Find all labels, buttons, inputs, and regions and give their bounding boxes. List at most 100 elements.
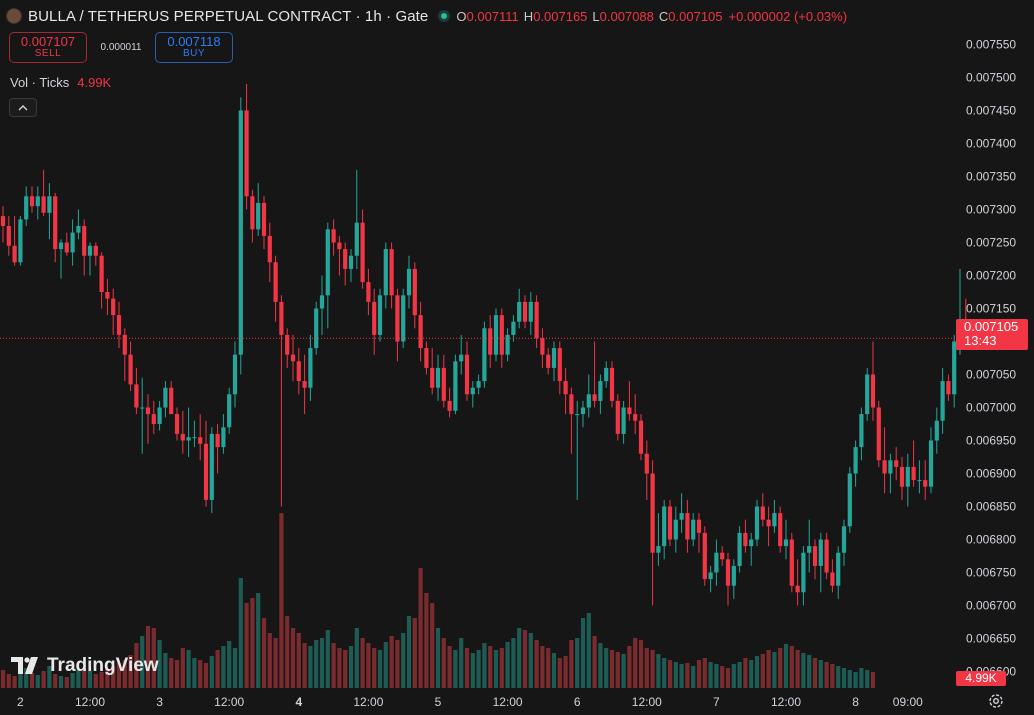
volume-bar — [227, 641, 232, 688]
volume-bar — [598, 643, 603, 688]
time-tick-label: 12:00 — [353, 695, 383, 709]
volume-bar — [163, 653, 168, 688]
volume-bar — [256, 593, 261, 688]
volume-bar — [621, 654, 626, 688]
volume-bar — [24, 668, 29, 688]
volume-bar — [592, 636, 597, 688]
volume-bar — [389, 636, 394, 688]
candle-body — [412, 268, 417, 316]
volume-bar — [209, 656, 214, 688]
candle-body — [99, 255, 104, 292]
volume-bar — [708, 662, 713, 688]
candle-body — [609, 367, 615, 401]
candle-body — [180, 433, 185, 441]
candle-body — [824, 539, 829, 573]
candle-body — [720, 552, 725, 560]
volume-bar — [534, 640, 539, 688]
volume-legend[interactable]: Vol · Ticks 4.99K — [10, 75, 112, 90]
volume-bar — [157, 640, 162, 688]
time-tick-label: 7 — [713, 695, 720, 709]
time-tick-label: 2 — [17, 695, 24, 709]
volume-bar — [783, 644, 789, 688]
candle-body — [435, 367, 441, 388]
candle-body — [337, 242, 342, 250]
collapse-legend-button[interactable] — [9, 98, 37, 117]
volume-bar — [203, 663, 209, 688]
price-tick-label: 0.006700 — [966, 599, 1016, 613]
candle-body — [476, 381, 481, 388]
price-tick-label: 0.007000 — [966, 401, 1016, 415]
sell-button[interactable]: 0.007107 SELL — [9, 32, 87, 63]
volume-bar — [754, 656, 760, 688]
candle-body — [841, 526, 847, 553]
candle-body — [592, 394, 597, 401]
candle-body — [702, 532, 707, 580]
volume-bar — [53, 674, 58, 688]
candle-body — [888, 460, 893, 474]
time-tick-label: 12:00 — [75, 695, 105, 709]
candle-body — [870, 374, 876, 408]
volume-bar — [737, 662, 742, 688]
volume-bar — [279, 513, 284, 688]
candle-body — [198, 437, 203, 444]
tradingview-watermark[interactable]: TradingView — [11, 655, 159, 677]
volume-bar — [488, 646, 493, 688]
volume-bar — [250, 598, 255, 688]
volume-bar — [725, 668, 731, 688]
volume-bar — [586, 613, 591, 688]
candle-body — [754, 506, 760, 540]
time-tick-label: 4 — [295, 695, 302, 709]
candle-body — [447, 400, 452, 411]
volume-bar — [18, 672, 23, 688]
candle-body — [505, 334, 510, 355]
volume-bar — [198, 660, 203, 688]
candle-body — [621, 407, 626, 434]
time-tick-label: 3 — [156, 695, 163, 709]
candle-body — [511, 321, 516, 335]
candle-body — [488, 328, 493, 355]
candle-body — [406, 268, 412, 296]
volume-bar — [865, 670, 870, 688]
symbol-title[interactable]: BULLA / TETHERUS PERPETUAL CONTRACT · 1h… — [28, 7, 429, 25]
buy-button[interactable]: 0.007118 BUY — [155, 32, 233, 63]
time-axis[interactable]: 2 12:00 3 12:00 4 12:00 5 12:00 6 12:00 7 12:00 8 09:… — [17, 695, 923, 709]
volume-bar — [134, 643, 139, 688]
volume-bar — [505, 642, 510, 688]
candle-body — [279, 301, 284, 335]
volume-bar — [151, 628, 156, 688]
volume-bar — [128, 655, 133, 688]
spread-value: 0.000011 — [100, 42, 142, 53]
volume-bar — [650, 650, 655, 688]
candle-body — [267, 235, 272, 263]
volume-bar — [383, 642, 388, 688]
volume-bar — [870, 672, 876, 688]
volume-bar — [679, 664, 684, 688]
volume-bar — [41, 671, 46, 688]
volume-bar — [482, 643, 487, 688]
price-tick-label: 0.006750 — [966, 566, 1016, 580]
volume-value-label: 4.99K — [956, 671, 1006, 686]
gear-icon[interactable] — [987, 692, 1005, 710]
time-tick-label: 6 — [574, 695, 581, 709]
volume-bar — [424, 593, 429, 688]
price-axis[interactable]: 0.007550 0.007500 0.007450 0.007400 0.007350… — [966, 38, 1016, 679]
candle-body — [18, 219, 23, 263]
candle-body — [418, 315, 423, 349]
volume-bar — [0, 670, 6, 688]
volume-bar — [580, 618, 586, 688]
candle-body — [685, 513, 690, 540]
candle-body — [169, 387, 174, 415]
market-status-icon[interactable] — [438, 10, 451, 22]
price-tick-label: 0.007350 — [966, 170, 1016, 184]
quick-trade-panel: 0.007107 SELL 0.000011 0.007118 BUY — [9, 32, 233, 63]
volume-bar — [656, 654, 661, 688]
candle-body — [528, 301, 533, 322]
volume-bar — [691, 666, 696, 688]
volume-bar — [215, 650, 220, 688]
volume-bar — [760, 654, 765, 688]
volume-bar — [337, 648, 342, 688]
volume-bar — [557, 658, 562, 688]
volume-bar — [430, 603, 435, 688]
candle-body — [656, 546, 661, 553]
